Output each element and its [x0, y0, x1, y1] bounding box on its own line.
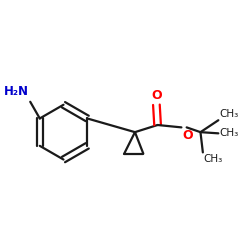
Text: H₂N: H₂N	[4, 85, 29, 98]
Text: O: O	[151, 89, 162, 102]
Text: CH₃: CH₃	[219, 128, 238, 138]
Text: CH₃: CH₃	[219, 109, 238, 119]
Text: O: O	[182, 128, 192, 141]
Text: CH₃: CH₃	[204, 154, 223, 164]
